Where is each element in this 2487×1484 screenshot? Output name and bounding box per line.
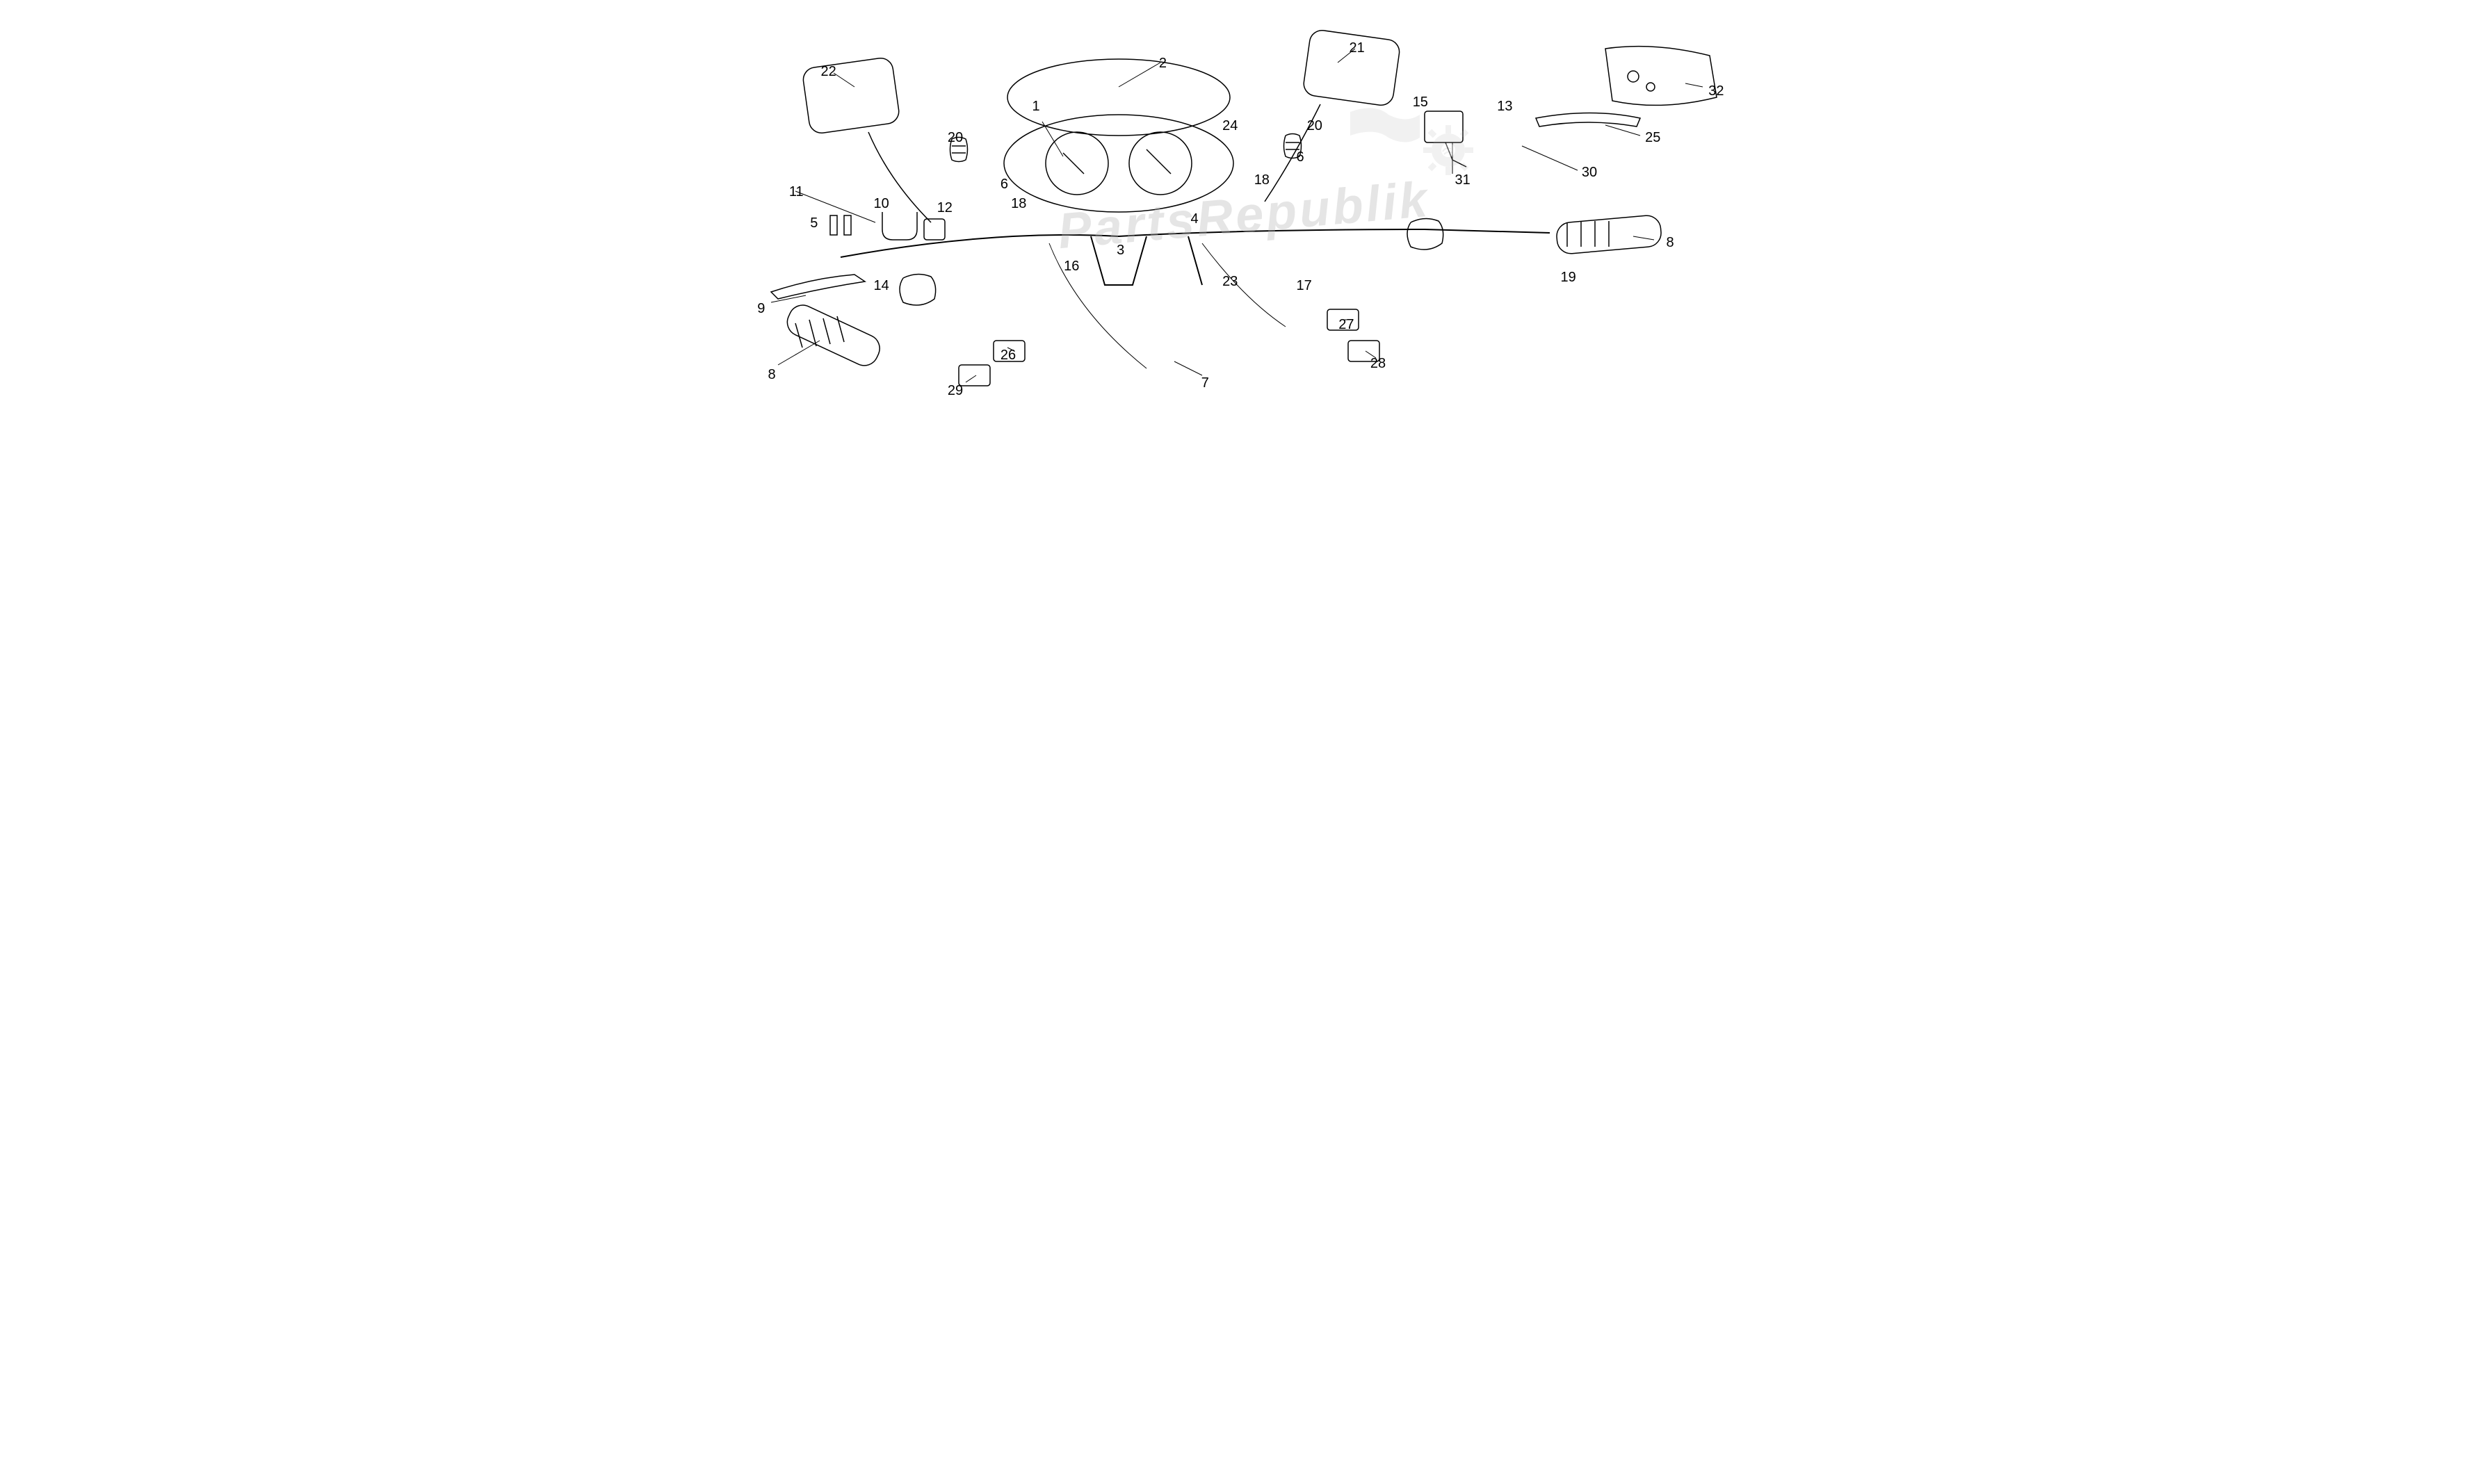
diagram-callout: 18: [1254, 172, 1270, 188]
page-container: PartsRepublik 12345667889101112131415161…: [715, 14, 1772, 424]
diagram-callout: 20: [1307, 118, 1322, 134]
diagram-callout: 14: [874, 278, 889, 294]
diagram-callout: 13: [1497, 99, 1512, 115]
diagram-callout: 16: [1064, 259, 1079, 275]
diagram-callout: 31: [1455, 172, 1471, 188]
diagram-callout: 2: [1159, 56, 1167, 72]
diagram-callout: 21: [1350, 40, 1365, 56]
diagram-svg: [715, 21, 1772, 410]
diagram-callout: 4: [1191, 211, 1199, 227]
diagram-callout: 18: [1011, 196, 1026, 212]
diagram-callout: 7: [1201, 375, 1209, 391]
diagram-callout: 8: [768, 367, 776, 383]
diagram-callout: 30: [1582, 165, 1597, 181]
diagram-callout: 9: [757, 301, 765, 317]
diagram-callout: 20: [948, 130, 963, 146]
diagram-callout: 17: [1297, 278, 1312, 294]
diagram-callout: 28: [1370, 356, 1386, 372]
watermark-gear-icon: [1420, 122, 1476, 178]
diagram-callout: 11: [789, 184, 804, 200]
diagram-callout: 29: [948, 383, 963, 399]
diagram-callout: 25: [1645, 130, 1660, 146]
diagram-callout: 23: [1222, 274, 1238, 290]
diagram-callout: 10: [874, 196, 889, 212]
diagram-callout: 3: [1117, 243, 1124, 259]
diagram-callout: 26: [1001, 348, 1016, 364]
diagram-callout: 12: [937, 200, 953, 216]
diagram-callout: 19: [1561, 270, 1576, 286]
diagram-callout: 27: [1338, 317, 1354, 333]
diagram-callout: 24: [1222, 118, 1238, 134]
diagram-callout: 5: [810, 215, 818, 231]
parts-diagram-image: PartsRepublik 12345667889101112131415161…: [715, 21, 1772, 410]
diagram-callout: 22: [821, 64, 836, 80]
diagram-callout: 6: [1001, 177, 1008, 193]
diagram-callout: 15: [1413, 95, 1428, 111]
watermark-flag-icon: [1347, 106, 1423, 155]
diagram-callout: 6: [1297, 149, 1304, 165]
diagram-callout: 32: [1708, 83, 1724, 99]
diagram-callout: 8: [1667, 235, 1674, 251]
parts-diagram-section: PartsRepublik 12345667889101112131415161…: [715, 14, 1772, 424]
diagram-callout: 1: [1032, 99, 1040, 115]
